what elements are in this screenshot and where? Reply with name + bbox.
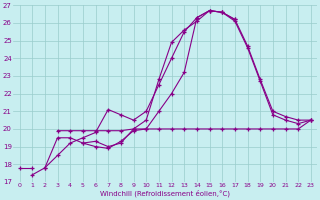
X-axis label: Windchill (Refroidissement éolien,°C): Windchill (Refroidissement éolien,°C)	[100, 190, 230, 197]
